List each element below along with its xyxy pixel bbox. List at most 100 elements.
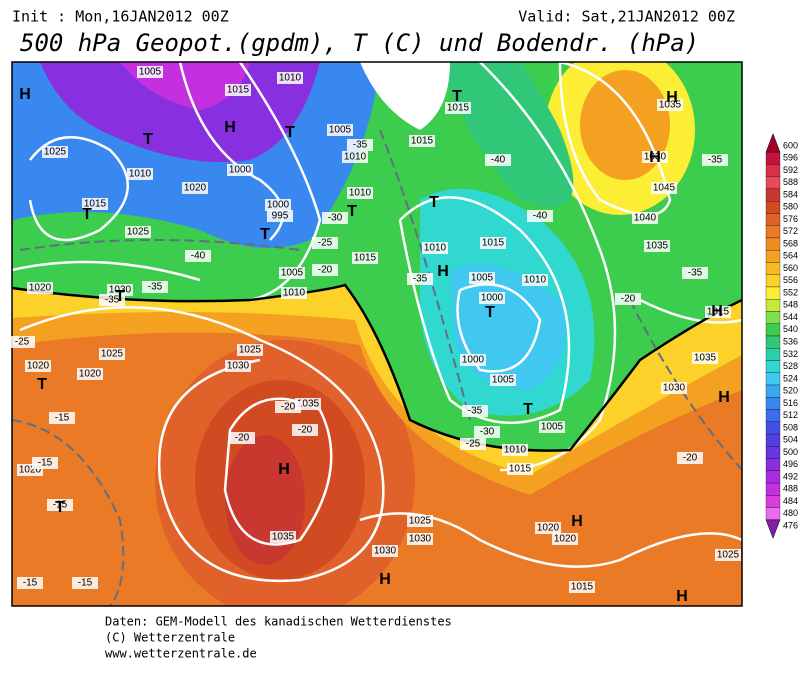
contour-label: 1030	[644, 152, 667, 163]
label-box	[422, 242, 448, 254]
colorbar-label: 500	[783, 447, 798, 457]
colorbar-swatch	[765, 335, 781, 349]
label-box	[125, 226, 151, 238]
colorbar-swatch	[765, 188, 781, 202]
contour-label: 1040	[634, 213, 657, 224]
contour-label: 1030	[663, 383, 686, 394]
pressure-center: H	[571, 513, 583, 530]
contour-label: -35	[105, 295, 120, 306]
colorbar-label: 580	[783, 202, 798, 212]
contour-label: 1035	[297, 399, 320, 410]
pressure-center: H	[711, 303, 723, 320]
colorbar-label: 492	[783, 471, 798, 481]
label-box	[265, 199, 291, 211]
label-box	[277, 72, 303, 84]
label-box	[42, 146, 68, 158]
label-box	[295, 398, 321, 410]
pressure-center: T	[82, 206, 92, 223]
pressure-center: H	[19, 86, 31, 103]
colorbar-swatch	[765, 299, 781, 312]
contour-label: 1015	[482, 238, 505, 249]
label-box	[705, 306, 731, 318]
pressure-center: H	[666, 89, 678, 106]
label-box	[552, 533, 578, 545]
colorbar-swatch	[765, 446, 781, 459]
label-box	[275, 401, 301, 413]
contour-label: 1000	[229, 165, 252, 176]
pressure-center: T	[55, 499, 65, 516]
contour-label: -15	[38, 458, 53, 469]
colorbar-label: 544	[783, 312, 798, 322]
label-box	[479, 292, 505, 304]
contour-label: -25	[466, 439, 481, 450]
label-box	[281, 287, 307, 299]
contour-label: -40	[191, 251, 206, 262]
label-box	[480, 237, 506, 249]
label-box	[225, 84, 251, 96]
label-box	[9, 336, 35, 348]
contour-label: 1015	[509, 464, 532, 475]
label-box	[682, 267, 708, 279]
contour-label: 1005	[329, 125, 352, 136]
contour-label: 1005	[281, 268, 304, 279]
label-box	[507, 463, 533, 475]
contour-label: 1020	[19, 465, 42, 476]
contour-label: 1015	[227, 85, 250, 96]
label-box	[352, 252, 378, 264]
label-box	[229, 432, 255, 444]
label-box	[347, 187, 373, 199]
contour-label: 1020	[27, 361, 50, 372]
contour-label: -15	[23, 578, 38, 589]
label-box	[77, 368, 103, 380]
label-box	[322, 212, 348, 224]
footer-line: (C) Wetterzentrale	[105, 631, 235, 645]
colorbar-label: 588	[783, 177, 798, 187]
colorbar-swatch	[765, 384, 781, 398]
colorbar-swatch	[765, 323, 781, 337]
label-box	[25, 360, 51, 372]
colorbar: 600 596 592 588 584 580 576 572 568 564 560 556 552 5…	[765, 133, 798, 539]
map-title: 500 hPa Geopot.(gpdm), T (C) und Bodendr…	[20, 29, 699, 57]
colorbar-label: 556	[783, 275, 798, 285]
contour-label: 1025	[44, 147, 67, 158]
label-box	[137, 66, 163, 78]
contour-label: -35	[353, 140, 368, 151]
label-box	[502, 444, 528, 456]
label-box	[227, 164, 253, 176]
label-box	[702, 154, 728, 166]
colorbar-swatch	[765, 250, 781, 263]
label-box	[407, 273, 433, 285]
label-box	[569, 581, 595, 593]
contour-label: -30	[328, 213, 343, 224]
contour-label: -35	[708, 155, 723, 166]
label-box	[469, 272, 495, 284]
label-box	[99, 294, 125, 306]
colorbar-swatch	[765, 164, 781, 177]
pressure-center: T	[452, 88, 462, 105]
label-box	[474, 426, 500, 438]
pressure-center: T	[485, 304, 495, 321]
contour-label: 1020	[29, 283, 52, 294]
label-box	[460, 354, 486, 366]
colorbar-swatch	[765, 409, 781, 422]
colorbar-swatch	[765, 213, 781, 226]
pressure-center: T	[37, 376, 47, 393]
colorbar-swatch	[765, 372, 781, 386]
colorbar-swatch	[765, 507, 781, 521]
contour-label: -35	[468, 406, 483, 417]
label-box	[445, 102, 471, 114]
label-box	[17, 577, 43, 589]
contour-label: -35	[148, 282, 163, 293]
colorbar-label: 592	[783, 165, 798, 175]
pressure-center: T	[285, 124, 295, 141]
pressure-center: T	[143, 131, 153, 148]
contour-label: 1015	[447, 103, 470, 114]
pressure-center: H	[278, 461, 290, 478]
colorbar-swatch	[765, 225, 781, 239]
colorbar-swatch	[765, 348, 781, 361]
contour-label: 1010	[283, 288, 306, 299]
label-box	[32, 457, 58, 469]
contour-label: -20	[621, 294, 636, 305]
contour-label: 1005	[541, 422, 564, 433]
footer-line: www.wetterzentrale.de	[105, 647, 257, 661]
